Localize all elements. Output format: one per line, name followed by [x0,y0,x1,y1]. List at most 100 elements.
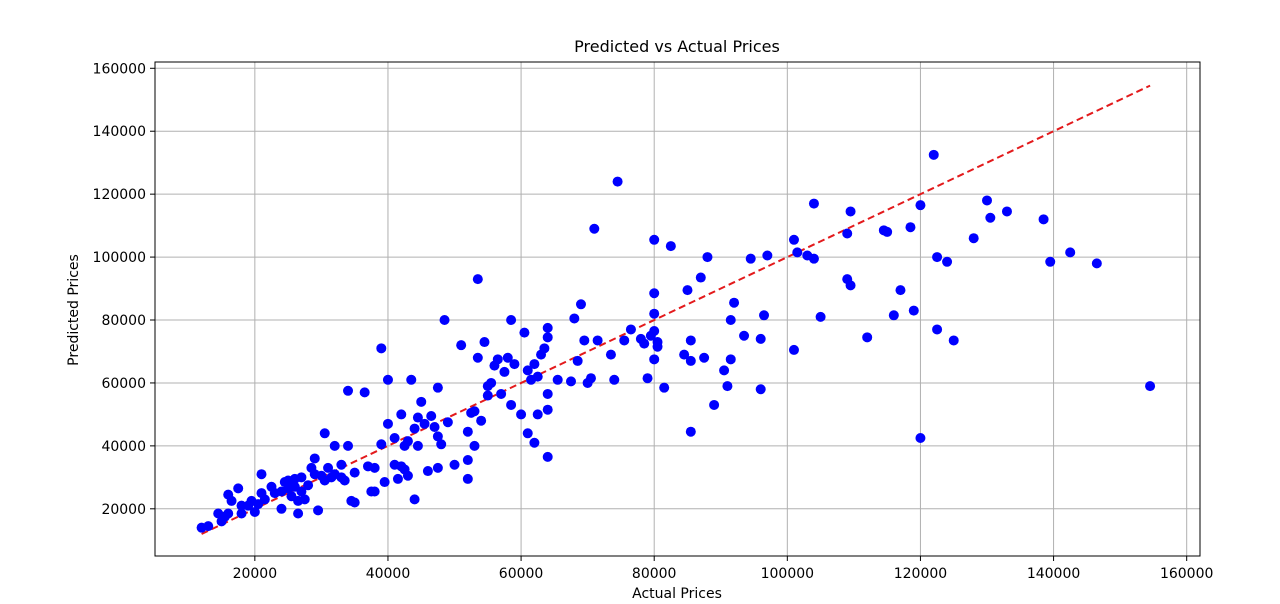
data-point [319,428,330,439]
data-point [566,376,577,387]
data-point [256,469,267,480]
data-point [665,241,676,252]
data-point [845,280,856,291]
data-point [236,508,247,519]
data-point [412,440,423,451]
data-point [982,195,993,206]
data-point [323,462,334,473]
data-point [506,399,517,410]
x-tick-label: 40000 [366,566,411,582]
data-point [652,341,663,352]
data-point [276,503,287,514]
chart-title: Predicted vs Actual Prices [574,37,780,56]
data-point [808,253,819,264]
data-point [469,440,480,451]
data-point [203,521,214,532]
data-point [725,354,736,365]
data-point [259,494,270,505]
y-tick-label: 120000 [93,187,146,203]
data-point [492,354,503,365]
data-point [349,467,360,478]
data-point [755,333,766,344]
data-point [612,176,623,187]
data-point [915,200,926,211]
data-point [659,382,670,393]
y-tick-label: 160000 [93,61,146,77]
data-point [426,410,437,421]
data-point [542,388,553,399]
data-point [486,377,497,388]
data-point [815,311,826,322]
data-point [542,332,553,343]
data-point [369,486,380,497]
data-point [379,477,390,488]
data-point [539,343,550,354]
data-point [409,494,420,505]
data-point [719,365,730,376]
data-point [462,426,473,437]
data-point [516,409,527,420]
data-point [406,374,417,385]
data-point [339,475,350,486]
data-point [932,324,943,335]
data-point [755,384,766,395]
data-point [509,359,520,370]
data-point [682,285,693,296]
y-axis-label: Predicted Prices [66,254,82,366]
data-point [382,418,393,429]
data-point [389,433,400,444]
data-point [456,340,467,351]
data-point [529,437,540,448]
data-point [639,338,650,349]
data-point [842,228,853,239]
data-point [462,455,473,466]
data-point [1045,256,1056,267]
x-axis-label: Actual Prices [632,586,722,602]
data-point [479,337,490,348]
reference-line-group [201,84,1151,535]
data-point [592,335,603,346]
data-point [702,252,713,263]
data-point [932,252,943,263]
data-point [299,494,310,505]
data-point [762,250,773,261]
data-point [759,310,770,321]
data-point [572,355,583,366]
data-point [895,285,906,296]
data-point [579,335,590,346]
data-point [402,470,413,481]
data-point [788,344,799,355]
data-point [416,396,427,407]
data-point [862,332,873,343]
data-point [619,335,630,346]
data-points [196,149,1156,533]
data-point [349,497,360,508]
data-point [722,381,733,392]
y-tick-label: 80000 [101,313,146,329]
data-point [409,423,420,434]
x-tick-label: 60000 [499,566,544,582]
data-point [376,343,387,354]
data-point [729,297,740,308]
data-point [462,473,473,484]
data-point [313,505,324,516]
data-point [439,315,450,326]
data-point [649,234,660,245]
data-point [529,359,540,370]
data-point [725,315,736,326]
data-point [422,466,433,477]
data-point [685,426,696,437]
data-point [605,349,616,360]
data-point [589,223,600,234]
data-point [609,374,620,385]
data-point [745,253,756,264]
data-point [449,459,460,470]
data-point [303,480,314,491]
data-point [482,390,493,401]
data-point [296,486,307,497]
data-point [685,335,696,346]
data-point [968,233,979,244]
data-point [522,365,533,376]
data-point [569,313,580,324]
data-point [502,352,513,363]
